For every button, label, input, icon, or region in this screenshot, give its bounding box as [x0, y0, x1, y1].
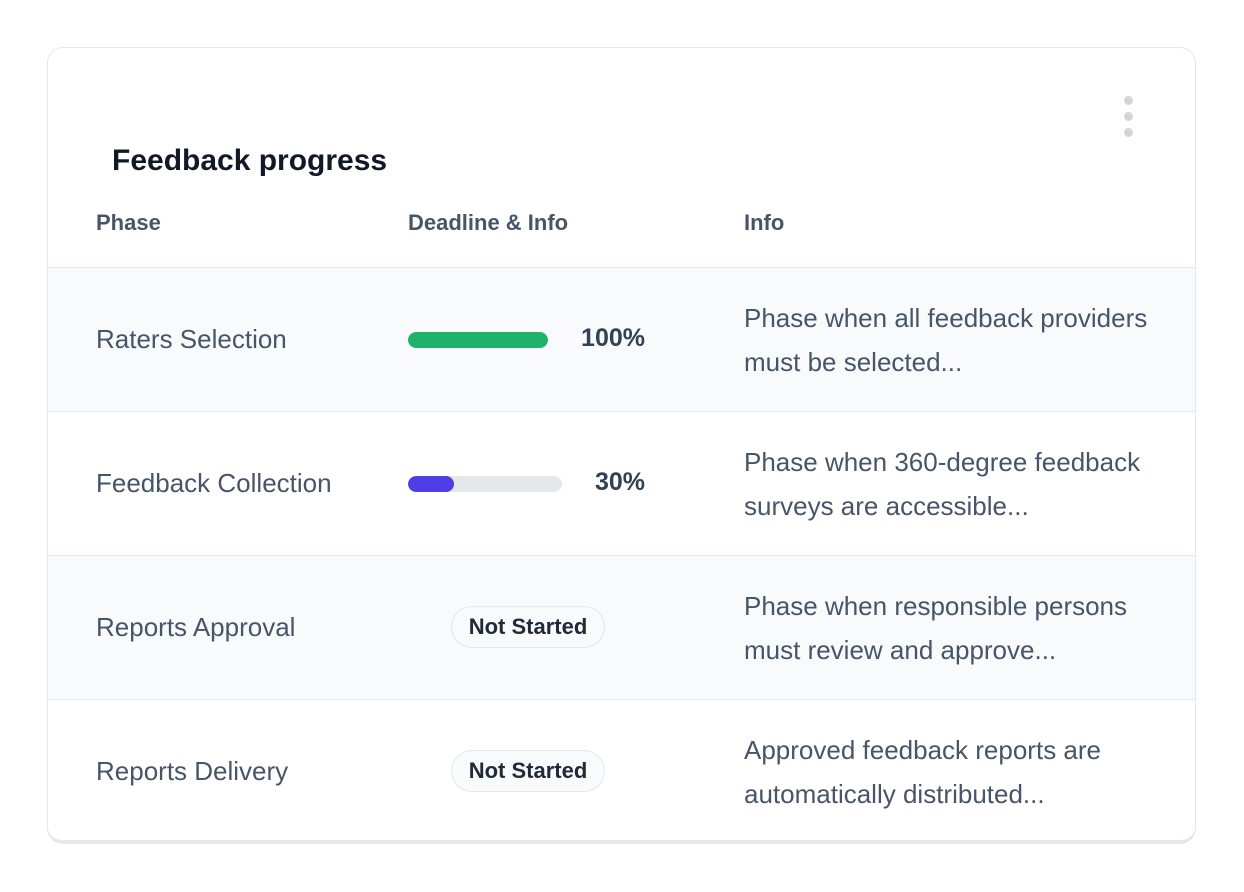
progress-fill: [408, 476, 455, 492]
progress-fill: [408, 332, 548, 348]
phase-name: Reports Delivery: [96, 756, 289, 786]
phase-name: Feedback Collection: [96, 468, 332, 498]
column-header-info: Info: [744, 210, 785, 235]
progress-percent: 30%: [594, 468, 645, 496]
progress-percent: 100%: [581, 324, 645, 352]
table-row[interactable]: Reports Delivery Not Started Approved fe…: [48, 700, 1195, 840]
column-header-deadline: Deadline & Info: [408, 210, 569, 235]
table-row[interactable]: Reports Approval Not Started Phase when …: [48, 556, 1195, 700]
table-row[interactable]: Raters Selection 100% Phase when all fee…: [48, 268, 1195, 412]
more-options-icon[interactable]: [1118, 92, 1138, 140]
column-header-phase: Phase: [96, 210, 161, 235]
table-header: Phase Deadline & Info Info: [48, 200, 1195, 268]
progress-bar: [408, 332, 548, 348]
phase-info: Phase when 360-degree feedback surveys a…: [744, 446, 1141, 521]
status-badge: Not Started: [451, 750, 605, 792]
phase-name: Raters Selection: [96, 324, 287, 354]
card-title: Feedback progress: [112, 144, 388, 177]
progress-bar: [408, 476, 562, 492]
phase-info: Approved feedback reports are automatica…: [744, 734, 1101, 809]
phase-info: Phase when responsible persons must revi…: [744, 590, 1128, 665]
phase-info: Phase when all feedback providers must b…: [744, 302, 1148, 377]
table-row[interactable]: Feedback Collection 30% Phase when 360-d…: [48, 412, 1195, 556]
phase-name: Reports Approval: [96, 612, 296, 642]
status-badge: Not Started: [451, 606, 605, 648]
feedback-progress-card: Feedback progress Phase Deadline & Info …: [47, 47, 1196, 844]
